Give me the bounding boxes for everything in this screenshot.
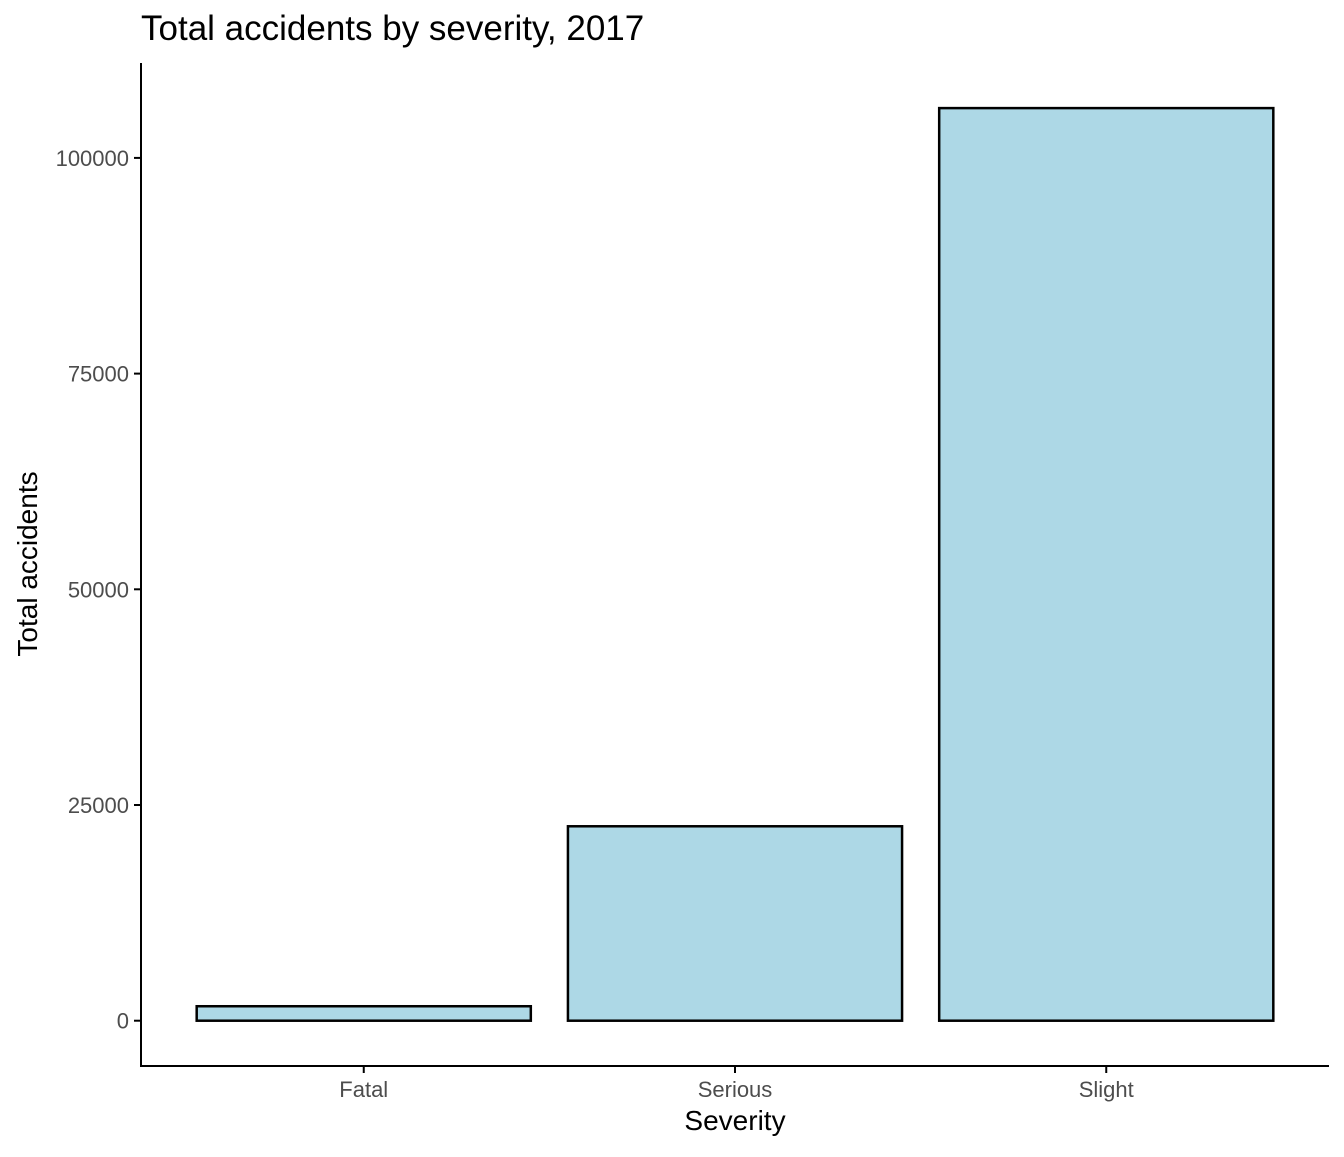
bars-group: [195, 106, 1275, 1022]
x-axis-ticks: Fatal Serious Slight: [339, 1066, 1134, 1102]
bar-serious: [566, 825, 904, 1022]
x-tick-label-serious: Serious: [698, 1077, 773, 1102]
y-tick-label: 25000: [68, 793, 129, 818]
y-tick-label: 75000: [68, 362, 129, 387]
chart-title: Total accidents by severity, 2017: [141, 9, 644, 48]
x-tick-label-fatal: Fatal: [339, 1077, 388, 1102]
x-tick-label-slight: Slight: [1079, 1077, 1134, 1102]
y-tick-label: 50000: [68, 577, 129, 602]
x-axis-title: Severity: [684, 1105, 785, 1136]
y-axis-ticks: 0 25000 50000 75000 100000: [56, 146, 141, 1034]
y-axis-title: Total accidents: [12, 471, 43, 656]
bar-fatal: [195, 1004, 533, 1022]
y-tick-label: 0: [117, 1009, 129, 1034]
bar-slight: [937, 106, 1275, 1022]
y-tick-label: 100000: [56, 146, 129, 171]
